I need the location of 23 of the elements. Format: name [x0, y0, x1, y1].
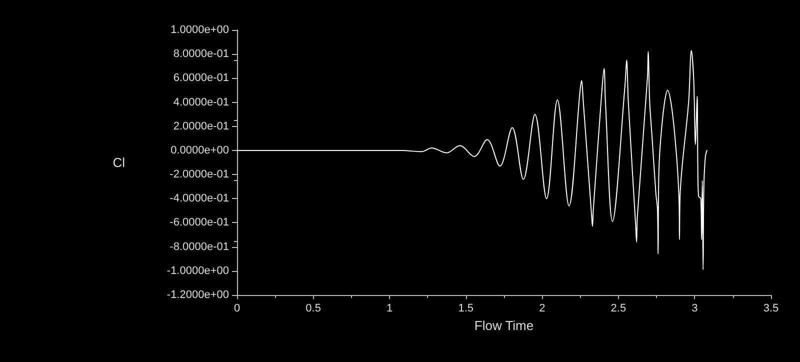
x-tick-label: 2 [539, 302, 546, 314]
y-tick-label: 6.0000e-01 [173, 72, 229, 84]
y-tick-label: -8.0000e-01 [170, 240, 229, 253]
x-tick-label: 0 [234, 302, 240, 314]
y-tick-label: 4.0000e-01 [173, 96, 229, 108]
y-tick-label: -2.0000e-01 [170, 168, 229, 181]
y-tick-label: 8.0000e-01 [173, 48, 229, 60]
y-tick-label: -1.2000e+00 [166, 289, 229, 301]
x-tick-label: 3.5 [763, 302, 779, 314]
x-tick-label: 3 [692, 302, 698, 314]
y-tick-label: 1.0000e+00 [170, 24, 229, 36]
y-tick-label: 2.0000e-01 [173, 120, 229, 132]
x-axis-title: Flow Time [474, 318, 534, 333]
line-series [236, 50, 708, 270]
x-tick-label: 1.5 [458, 302, 474, 314]
x-tick-label: 2.5 [610, 302, 626, 314]
y-axis-title: Cl [112, 155, 126, 170]
x-tick-label: 1 [386, 302, 393, 314]
y-tick-label: -4.0000e-01 [170, 192, 229, 205]
x-tick-label: 0.5 [306, 302, 321, 314]
y-tick-label: -1.0000e+00 [166, 264, 229, 277]
y-tick-label: 0.0000e+00 [170, 144, 229, 156]
y-tick-label: -6.0000e-01 [170, 216, 229, 229]
